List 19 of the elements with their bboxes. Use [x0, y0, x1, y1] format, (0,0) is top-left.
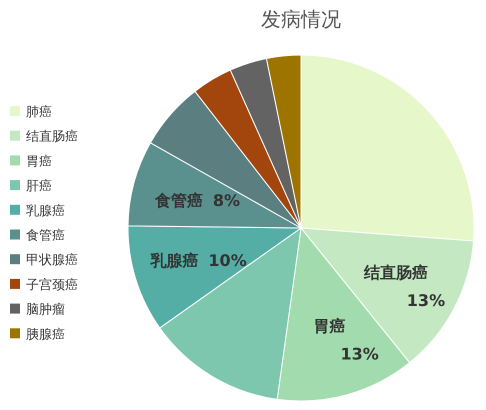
legend-label: 结直肠癌 [26, 130, 78, 145]
legend-label: 甲状腺癌 [26, 253, 78, 268]
data-label: 13% [406, 290, 446, 310]
legend-label: 肺癌 [26, 105, 52, 120]
slice-label: 乳腺癌 [149, 250, 198, 270]
chart-title: 发病情况 [261, 7, 341, 31]
legend-label: 肝癌 [26, 179, 52, 194]
legend-label: 食管癌 [26, 228, 65, 244]
legend-label: 胃癌 [26, 154, 52, 170]
slice-label: 胃癌 [314, 316, 346, 336]
legend-label: 乳腺癌 [26, 204, 65, 219]
data-label: 10% [208, 250, 247, 270]
data-label: 8% [212, 191, 240, 210]
legend-label: 脑肿瘤 [26, 302, 65, 318]
legend-label: 胰腺癌 [26, 327, 65, 342]
legend-label: 子宫颈癌 [26, 276, 78, 293]
slice-label: 结直肠癌 [362, 262, 428, 282]
data-label: 13% [340, 344, 379, 364]
slice-label: 食管癌 [154, 191, 203, 210]
